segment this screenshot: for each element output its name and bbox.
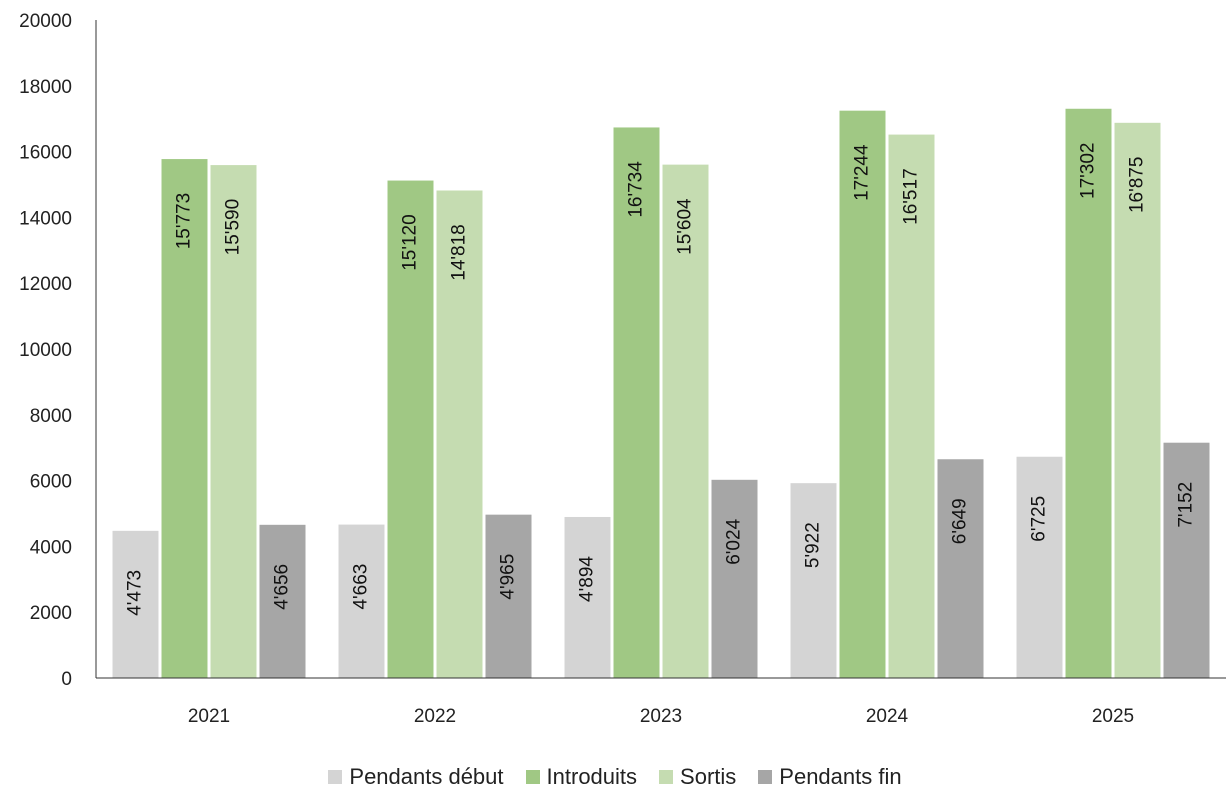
- x-axis-ticks: 2021 2022 2023 2024 2025: [188, 706, 1134, 727]
- y-tick-label: 18000: [19, 77, 72, 98]
- bar-pendants-d-but-2025: [1016, 456, 1063, 678]
- bar-value-label: 15'604: [675, 198, 696, 255]
- x-tick-label: 2023: [640, 706, 682, 727]
- bar-pendants-fin-2021: [259, 524, 306, 678]
- y-tick-label: 6000: [30, 472, 72, 493]
- bar-value-label: 6'024: [724, 518, 745, 564]
- legend-label: Sortis: [680, 764, 737, 789]
- bar-pendants-fin-2022: [485, 514, 532, 678]
- y-tick-label: 0: [61, 669, 72, 690]
- y-tick-label: 8000: [30, 406, 72, 427]
- legend-item: Introduits: [525, 764, 638, 790]
- bar-pendants-d-but-2023: [564, 516, 611, 678]
- bar-introduits-2021: [161, 159, 208, 678]
- bar-value-label: 17'302: [1078, 143, 1099, 199]
- bar-introduits-2025: [1065, 108, 1112, 678]
- bar-value-label: 16'517: [901, 168, 922, 224]
- bar-value-label: 4'894: [577, 556, 598, 602]
- bar-sortis-2021: [210, 165, 257, 679]
- y-axis-ticks: 0 2000 4000 6000 8000 10000 12000 14000 16000 180…: [19, 11, 72, 690]
- y-tick-label: 4000: [30, 537, 72, 558]
- bar-introduits-2022: [387, 180, 434, 678]
- bar-introduits-2024: [839, 110, 886, 678]
- bar-sortis-2024: [888, 134, 935, 678]
- legend-item: Pendants début: [328, 764, 504, 790]
- legend-label: Introduits: [546, 764, 638, 789]
- bar-value-label: 6'725: [1029, 496, 1050, 542]
- legend-item: Pendants fin: [758, 764, 902, 790]
- bar-value-label: 7'152: [1176, 482, 1197, 528]
- bar-sortis-2022: [436, 190, 483, 678]
- bar-value-label: 16'734: [626, 161, 647, 218]
- bar-value-label: 4'965: [498, 554, 519, 600]
- bars-group: [112, 108, 1210, 679]
- bar-pendants-fin-2025: [1163, 442, 1210, 678]
- bar-pendants-fin-2024: [937, 459, 984, 678]
- x-tick-label: 2022: [414, 706, 456, 727]
- legend-swatch: [659, 770, 674, 784]
- legend-label: Pendants fin: [779, 764, 902, 789]
- y-tick-label: 14000: [19, 208, 72, 229]
- bar-value-label: 15'590: [223, 199, 244, 255]
- legend-label: Pendants début: [349, 764, 504, 789]
- x-tick-label: 2024: [866, 706, 909, 727]
- y-tick-label: 16000: [19, 143, 72, 164]
- y-tick-label: 10000: [19, 340, 72, 361]
- bar-value-label: 6'649: [950, 498, 971, 544]
- bar-pendants-d-but-2024: [790, 483, 837, 678]
- legend-swatch: [328, 770, 343, 784]
- bar-value-label: 15'773: [174, 193, 195, 249]
- bar-value-label: 4'663: [351, 564, 372, 610]
- bar-sortis-2023: [662, 164, 709, 678]
- bar-introduits-2023: [613, 127, 660, 678]
- legend: Pendants début Introduits Sortis Pendants f…: [0, 764, 1230, 790]
- bar-pendants-fin-2023: [711, 479, 758, 678]
- bar-sortis-2025: [1114, 122, 1161, 678]
- bar-pendants-d-but-2022: [338, 524, 385, 678]
- bar-value-label: 4'473: [125, 570, 146, 616]
- bar-value-label: 15'120: [400, 214, 421, 270]
- bar-value-label: 14'818: [449, 224, 470, 280]
- y-tick-label: 12000: [19, 274, 72, 295]
- x-tick-label: 2025: [1092, 706, 1134, 727]
- bar-value-label: 16'875: [1127, 157, 1148, 213]
- legend-item: Sortis: [659, 764, 736, 790]
- bar-labels-group: 4'473 15'773 15'590 4'656 4'663 15'120 14'818 4…: [125, 143, 1197, 616]
- bar-value-label: 17'244: [852, 144, 873, 201]
- y-tick-label: 20000: [19, 11, 72, 32]
- y-tick-label: 2000: [30, 603, 72, 624]
- legend-swatch: [758, 770, 773, 784]
- x-tick-label: 2021: [188, 706, 230, 727]
- bar-value-label: 5'922: [803, 522, 824, 568]
- legend-swatch: [525, 770, 540, 784]
- bar-value-label: 4'656: [272, 564, 293, 610]
- bar-pendants-d-but-2021: [112, 530, 159, 678]
